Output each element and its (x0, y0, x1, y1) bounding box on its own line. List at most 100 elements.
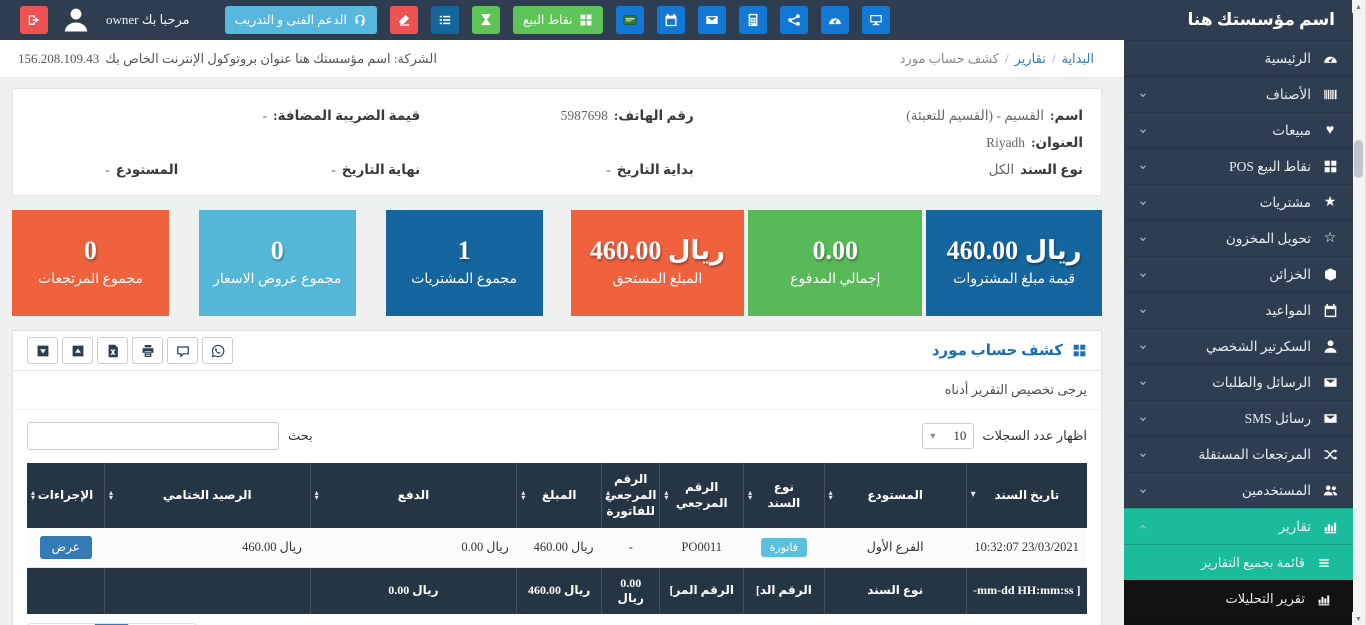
share-icon (787, 13, 801, 27)
sidebar-item-15[interactable]: تقرير التحليلات (1124, 580, 1353, 616)
chevron-down-icon (1138, 486, 1148, 496)
summary-card-5: 0 مجموع المرتجعات (11, 210, 169, 316)
sidebar-item-16[interactable]: تقرير الأرباح والخسائر (1124, 616, 1353, 625)
sidebar-item-4[interactable]: ★ مشتريات (1124, 184, 1353, 220)
sidebar-item-label: رسائل SMS (1244, 410, 1311, 426)
scroll-up-arrow-icon[interactable]: ▲ (1352, 0, 1365, 13)
column-header-6[interactable]: ▴ ▾ الدفع (309, 463, 517, 528)
end-date-filter: نهاية التاريخ - (331, 161, 421, 177)
support-button[interactable]: الدعم الفنى و التدريب (224, 6, 377, 34)
calculator-button[interactable] (738, 6, 767, 34)
previous-page-button[interactable]: < سابق (28, 623, 95, 625)
download-report-button[interactable] (27, 337, 58, 364)
view-button[interactable]: عرض (39, 535, 92, 559)
scroll-down-arrow-icon[interactable]: ▼ (1352, 612, 1365, 625)
cell-warehouse: الفرع الأول (824, 527, 967, 568)
calendar-icon (1321, 303, 1339, 318)
comment-button[interactable] (167, 337, 198, 364)
whatsapp-share-button[interactable] (202, 337, 233, 364)
company-ip: 156.208.109.43 (18, 50, 100, 66)
topbar: مرحبا بك owner الدعم الفنى و التدريب نقاط … (0, 0, 1124, 40)
card-value: 460.00 ريال (589, 236, 725, 265)
sidebar-item-7[interactable]: المواعيد (1124, 292, 1353, 328)
column-header-2[interactable]: ▴ ▾ نوع السند (743, 463, 825, 528)
sidebar-item-12[interactable]: المستخدمين (1124, 472, 1353, 508)
breadcrumb-link-1[interactable]: تقارير (1014, 50, 1046, 66)
column-header-1[interactable]: ▴ ▾ المستودع (823, 463, 967, 528)
breadcrumb-link-0[interactable]: البداية (1061, 50, 1094, 66)
cube-icon (1321, 267, 1339, 282)
report-hint: يرجى تخصيص التقرير أدناه (13, 371, 1101, 410)
sidebar-item-3[interactable]: نقاط البيع POS (1124, 148, 1353, 184)
user-avatar[interactable] (61, 5, 91, 35)
sidebar-item-label: الرسائل والطلبات (1212, 374, 1311, 390)
footer-cell-0: -mm-dd HH:mm:ss ] (965, 567, 1087, 614)
column-header-0[interactable]: ▾ تاريخ السند (965, 463, 1087, 528)
sort-icon: ▴ ▾ (828, 488, 833, 503)
eraser-button[interactable] (389, 6, 418, 34)
footer-cell-3: [الرقم المر (659, 567, 744, 614)
sidebar-item-8[interactable]: السكرتير الشخصي (1124, 328, 1353, 364)
footer-cell-1: نوع السند (823, 567, 967, 614)
sidebar-item-0[interactable]: الرئيسية (1124, 40, 1353, 76)
hourglass-button[interactable] (471, 6, 500, 34)
chevron-down-icon (1138, 126, 1148, 136)
sidebar-item-11[interactable]: المرتجعات المستقلة (1124, 436, 1353, 472)
logout-button[interactable] (20, 6, 48, 34)
card-label: قيمة مبلغ المشتروات (953, 272, 1076, 287)
page-size-select[interactable]: 10 ▾ (922, 423, 975, 449)
dashboard-button[interactable] (820, 6, 849, 34)
company-info-line: الشركة: اسم مؤسستك هنا عنوان بروتوكول ال… (18, 51, 437, 67)
chevron-down-icon (1138, 198, 1148, 208)
sidebar-item-13[interactable]: تقارير (1124, 508, 1353, 544)
card-value: 0 (83, 236, 97, 265)
sidebar-item-10[interactable]: رسائل SMS (1124, 400, 1353, 436)
welcome-text: مرحبا بك owner (106, 12, 190, 27)
monitor-button[interactable] (861, 6, 890, 34)
eraser-icon (397, 13, 411, 27)
sidebar-item-1[interactable]: الأصناف (1124, 76, 1353, 112)
chart-icon (1321, 519, 1339, 534)
excel-export-button[interactable] (97, 337, 128, 364)
column-header-4[interactable]: ▴ ▾ الرقم المرجعي للفاتورة (601, 463, 660, 528)
scrollbar-thumb[interactable] (1354, 140, 1363, 178)
report-toolbar (27, 337, 233, 364)
page-scrollbar[interactable]: ▲ ▼ (1352, 0, 1366, 625)
main-content: البداية / تقارير / كشف حساب مورد الشركة: اسم… (0, 40, 1124, 625)
pager: < سابق 1 التالي > (27, 622, 197, 625)
mail-button[interactable] (697, 6, 726, 34)
saudi-flag-button[interactable] (615, 6, 644, 34)
calendar-button[interactable] (656, 6, 685, 34)
column-header-3[interactable]: ▴ ▾ الرقم المرجعي (659, 463, 744, 528)
sidebar-item-9[interactable]: الرسائل والطلبات (1124, 364, 1353, 400)
search-input[interactable] (27, 422, 279, 450)
upload-report-button[interactable] (62, 337, 93, 364)
print-button[interactable] (132, 337, 163, 364)
card-label: مجموع المشتريات (411, 272, 517, 287)
chevron-down-icon (1138, 414, 1148, 424)
report-table: ▾ تاريخ السند ▴ ▾ المستودع ▴ ▾ نوع السند ▴ ▾ الرقم… (27, 463, 1087, 614)
column-header-8[interactable]: ▴ ▾ الإجراءات (27, 463, 105, 528)
footer-cell-4: 0.00 ريال (601, 567, 660, 614)
sidebar-item-2[interactable]: ♥ مبيعات (1124, 112, 1353, 148)
sidebar-item-6[interactable]: الخزائن (1124, 256, 1353, 292)
report-panel: كشف حساب مورد يرجى تخصيص التقرير أدناه ا… (12, 330, 1102, 625)
list-button[interactable] (430, 6, 459, 34)
sidebar-item-14[interactable]: قائمة بجميع التقارير (1124, 544, 1353, 580)
cell-actions: عرض (27, 527, 105, 568)
column-header-5[interactable]: ▴ ▾ المبلغ (516, 463, 602, 528)
sidebar-item-label: المستخدمين (1241, 482, 1311, 498)
grid-icon (1072, 343, 1087, 358)
next-page-button[interactable]: التالي > (128, 623, 196, 625)
share-button[interactable] (779, 6, 808, 34)
sidebar-item-label: مشتريات (1259, 194, 1311, 210)
star-icon: ★ (1323, 195, 1337, 210)
pos-button[interactable]: نقاط البيع (512, 6, 603, 34)
sidebar-item-label: المرتجعات المستقلة (1198, 446, 1311, 462)
cell-payment: 0.00 ريال (310, 527, 517, 568)
table-row: 10:32:07 23/03/2021 الفرع الأول فاتورة PO00… (27, 527, 1087, 568)
sidebar-item-5[interactable]: ☆ تحويل المخزون (1124, 220, 1353, 256)
sidebar: اسم مؤسستك هنا الرئيسية الأصناف ♥ مبيعات نقا… (1124, 0, 1353, 625)
column-header-7[interactable]: ▴ ▾ الرصيد الختامي (103, 463, 311, 528)
page-1-button[interactable]: 1 (94, 623, 129, 625)
